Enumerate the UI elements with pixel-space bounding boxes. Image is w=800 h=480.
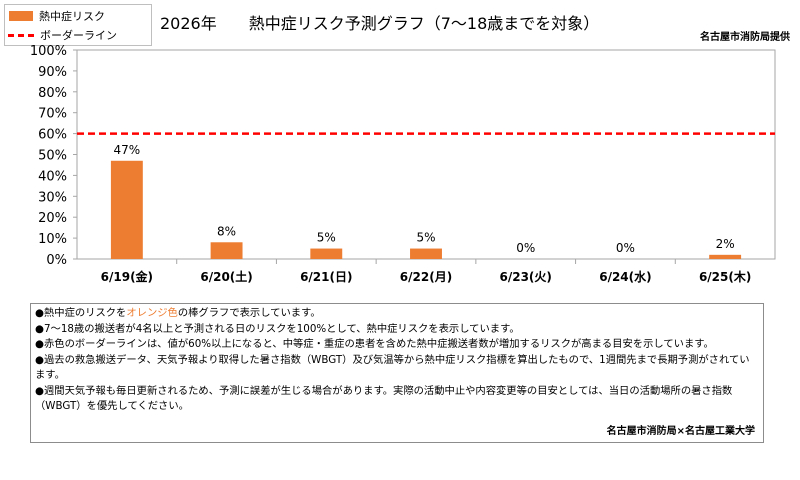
note-line-3: ●赤色のボーダーラインは、値が60%以上になると、中等症・重症の患者を含めた熱中… xyxy=(35,338,714,350)
bar-chart: 0% 10% 20% 30% 40% 50% 60% 70% 80% 90% 100% 47% 6/19… xyxy=(30,44,776,284)
legend-label-risk: 熱中症リスク xyxy=(39,10,105,23)
note-line-5: ●週間天気予報も毎日更新されるため、予測に誤差が生じる場合があります。実際の活動… xyxy=(35,384,733,413)
data-label: 2% xyxy=(716,237,735,251)
legend-label-border: ボーダーライン xyxy=(40,29,117,42)
notes-box: ●熱中症のリスクをオレンジ色の棒グラフで表示しています。 ●7〜18歳の搬送者が… xyxy=(30,303,764,443)
plot-area-frame xyxy=(76,49,776,260)
x-tick-label: 6/19(金) xyxy=(101,269,153,284)
y-tick-label: 30% xyxy=(38,190,67,205)
y-tick-label: 90% xyxy=(38,65,67,80)
footer-credit: 名古屋市消防局×名古屋工業大学 xyxy=(606,426,755,437)
y-tick-label: 40% xyxy=(38,169,67,184)
x-tick-label: 6/20(土) xyxy=(200,269,252,284)
bar xyxy=(310,248,343,259)
legend-swatch-dashed-line xyxy=(8,33,34,37)
y-tick-label: 80% xyxy=(38,86,67,101)
y-tick-label: 0% xyxy=(46,253,67,268)
legend-item-border: ボーダーライン xyxy=(5,26,117,44)
bar xyxy=(410,248,442,259)
data-label: 0% xyxy=(616,241,635,255)
legend-swatch-bar xyxy=(9,11,33,21)
data-label: 5% xyxy=(416,231,435,245)
chart-title: 2026年 熱中症リスク予測グラフ（7〜18歳までを対象） xyxy=(160,14,600,33)
y-tick-label: 10% xyxy=(38,232,67,247)
x-tick-label: 6/24(水) xyxy=(599,269,651,284)
note-line-2: ●7〜18歳の搬送者が4名以上と予測される日のリスクを100%として、熱中症リス… xyxy=(35,322,520,335)
y-tick-label: 60% xyxy=(38,128,67,143)
bar xyxy=(110,160,143,259)
note-line-1: ●熱中症のリスクをオレンジ色の棒グラフで表示しています。 xyxy=(35,306,759,322)
x-tick-label: 6/22(月) xyxy=(400,270,452,284)
y-tick-label: 20% xyxy=(38,211,67,226)
legend: 熱中症リスク ボーダーライン xyxy=(4,4,152,46)
data-label: 8% xyxy=(217,224,236,238)
data-label: 47% xyxy=(114,143,141,157)
data-label: 5% xyxy=(317,231,336,245)
note-1-pre: ●熱中症のリスクを xyxy=(35,307,127,319)
y-tick-label: 70% xyxy=(38,107,67,122)
bar xyxy=(709,254,742,259)
note-1-highlight: オレンジ色 xyxy=(126,307,178,319)
note-line-4: ●過去の救急搬送データ、天気予報より取得した暑さ指数（WBGT）及び気温等から熱… xyxy=(35,353,750,382)
note-1-post: の棒グラフで表示しています。 xyxy=(177,307,321,319)
x-tick-label: 6/23(火) xyxy=(500,270,552,284)
bar xyxy=(210,242,243,259)
y-tick-label: 100% xyxy=(30,44,67,59)
provider-credit: 名古屋市消防局提供 xyxy=(700,32,790,43)
data-label: 0% xyxy=(516,241,535,255)
legend-item-risk: 熱中症リスク xyxy=(5,7,105,25)
x-tick-label: 6/25(木) xyxy=(699,269,751,284)
y-tick-label: 50% xyxy=(38,149,67,164)
x-tick-label: 6/21(日) xyxy=(300,270,352,284)
